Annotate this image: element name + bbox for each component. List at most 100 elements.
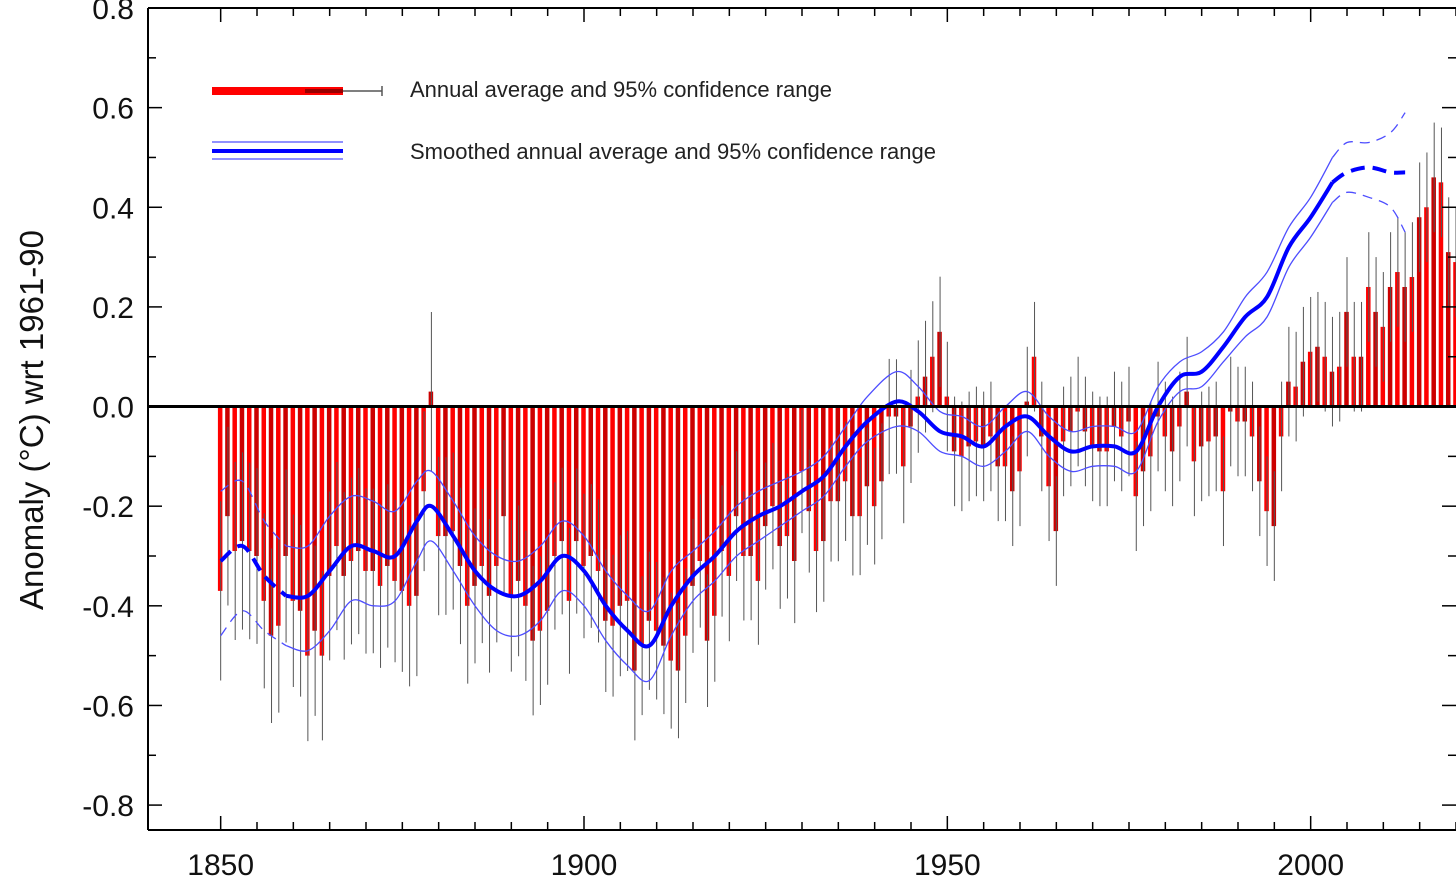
confidence-band-layer — [219, 112, 1406, 683]
bar-1926 — [770, 406, 775, 507]
bar-1972 — [1104, 406, 1109, 452]
bar-1863 — [312, 406, 317, 631]
bar-1982 — [1177, 406, 1182, 427]
bar-1920 — [726, 406, 732, 576]
x-tick-label-2000: 2000 — [1277, 849, 1344, 882]
bar-1951 — [951, 406, 957, 452]
bar-1945 — [908, 406, 913, 427]
band-upper — [286, 157, 1334, 613]
bar-1963 — [1039, 406, 1044, 437]
y-tick-label-8: -0.8 — [82, 790, 134, 823]
bar-1911 — [661, 406, 666, 646]
bar-1917 — [704, 406, 710, 641]
bar-2003 — [1329, 371, 1335, 407]
bar-1954 — [973, 406, 979, 442]
bar-1938 — [857, 406, 862, 517]
bar-1866 — [334, 406, 339, 547]
bar-1864 — [319, 406, 325, 656]
bar-1974 — [1118, 406, 1124, 437]
bar-1953 — [966, 406, 971, 447]
y-tick-label-1: 0.6 — [92, 93, 134, 126]
bar-1919 — [719, 406, 724, 552]
bar-1859 — [283, 406, 288, 556]
bar-1898 — [566, 406, 572, 601]
bar-1962 — [1031, 356, 1037, 407]
bar-1915 — [690, 406, 695, 586]
bar-1868 — [348, 406, 354, 561]
bar-1968 — [1075, 406, 1080, 412]
bar-1892 — [523, 406, 528, 606]
bar-1969 — [1082, 406, 1088, 432]
bar-1912 — [668, 406, 673, 661]
bar-1869 — [355, 406, 361, 552]
bar-1904 — [610, 406, 615, 626]
bar-1989 — [1227, 406, 1233, 412]
bar-1932 — [813, 406, 819, 552]
bar-1994 — [1264, 406, 1269, 512]
bar-1886 — [479, 406, 485, 566]
bar-2016 — [1424, 207, 1429, 407]
bar-1983 — [1184, 391, 1189, 407]
y-tick-label-6: -0.4 — [82, 591, 134, 624]
bar-1978 — [1148, 406, 1153, 457]
bar-1856 — [261, 406, 267, 601]
bar-1862 — [305, 406, 310, 656]
bar-1950 — [944, 396, 950, 407]
legend-annual-label: Annual average and 95% confidence range — [410, 77, 832, 102]
bar-1949 — [937, 331, 942, 407]
band-upper-start — [220, 479, 287, 547]
bar-1961 — [1024, 401, 1030, 407]
bar-1995 — [1271, 406, 1277, 527]
bar-1891 — [515, 406, 521, 581]
y-tick-label-7: -0.6 — [82, 690, 134, 723]
bar-1906 — [624, 406, 630, 601]
bar-1900 — [581, 406, 586, 566]
bar-1924 — [755, 406, 761, 581]
bar-1991 — [1242, 406, 1248, 422]
bar-1965 — [1053, 406, 1059, 532]
bar-1874 — [392, 406, 397, 581]
bar-1888 — [494, 406, 499, 566]
bar-1871 — [370, 406, 376, 571]
bar-1851 — [225, 406, 230, 517]
legend-item-annual: Annual average and 95% confidence range — [212, 77, 832, 102]
bar-1910 — [653, 406, 659, 631]
bar-2000 — [1307, 351, 1313, 407]
bar-1896 — [552, 406, 557, 556]
bar-1854 — [246, 406, 252, 552]
bar-1967 — [1068, 406, 1073, 432]
bar-1857 — [268, 406, 274, 636]
bar-2010 — [1380, 326, 1386, 407]
bar-1927 — [777, 406, 782, 547]
y-tick-label-5: -0.2 — [82, 491, 134, 524]
legend-smoothed-label: Smoothed annual average and 95% confiden… — [410, 139, 936, 164]
bar-1999 — [1300, 361, 1306, 407]
bar-1934 — [828, 406, 833, 502]
tick-labels: 1850 1900 1950 2000 0.8 0.6 0.4 0.2 0.0 -0.2 -0.4 -… — [82, 0, 1344, 882]
bar-1907 — [632, 406, 637, 671]
bar-1850 — [217, 406, 223, 591]
bar-2013 — [1402, 286, 1407, 407]
bar-1998 — [1293, 386, 1298, 407]
bar-2005 — [1344, 311, 1349, 407]
bar-1873 — [385, 406, 390, 566]
smoothed-line-end — [1331, 165, 1406, 185]
legend-annual-bar-dark-swatch — [305, 89, 343, 93]
bar-1973 — [1111, 406, 1117, 427]
bar-1867 — [341, 406, 346, 576]
bar-1878 — [421, 406, 426, 492]
bar-1941 — [879, 406, 884, 482]
bar-1853 — [239, 406, 245, 542]
bar-1997 — [1286, 381, 1291, 407]
bar-2007 — [1358, 356, 1364, 407]
bar-1880 — [435, 406, 441, 537]
bar-1858 — [276, 406, 281, 626]
bar-1879 — [428, 391, 434, 407]
x-tick-label-1850: 1850 — [187, 849, 254, 882]
bar-1875 — [399, 406, 405, 591]
bar-1918 — [712, 406, 717, 616]
bars-layer — [217, 122, 1456, 742]
x-tick-label-1900: 1900 — [551, 849, 618, 882]
